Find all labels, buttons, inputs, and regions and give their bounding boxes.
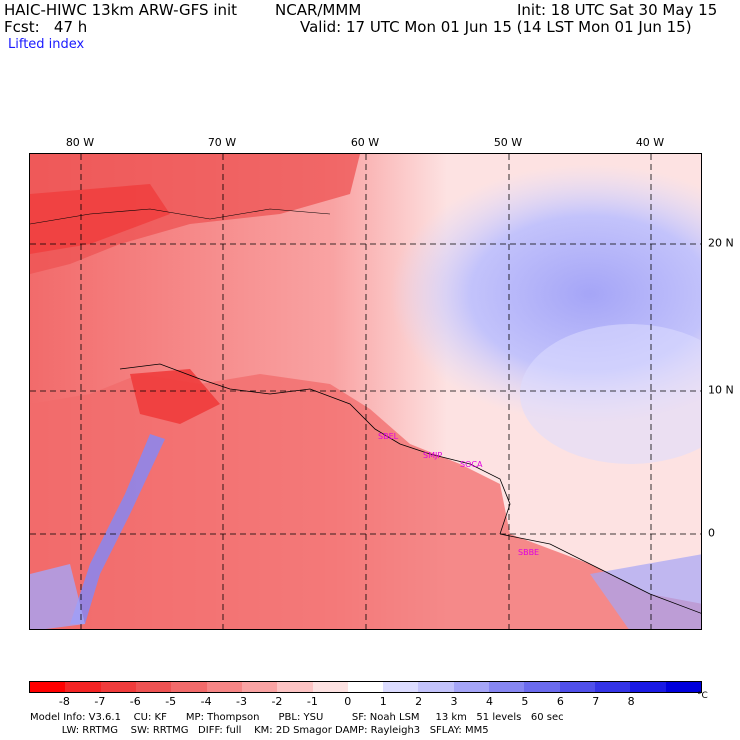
lat-label-20n: 20 N <box>708 236 734 250</box>
colorbar-tick-label: 3 <box>450 695 458 708</box>
colorbar-segment <box>383 682 419 692</box>
model-title: HAIC-HIWC 13km ARW-GFS init <box>4 1 238 19</box>
init-time: Init: 18 UTC Sat 30 May 15 <box>517 1 718 19</box>
lat-lon-grid <box>30 154 701 629</box>
colorbar-segment <box>665 682 701 692</box>
colorbar-segment <box>312 682 348 692</box>
colorbar-segment <box>418 682 454 692</box>
colorbar-tick-label: 8 <box>627 695 635 708</box>
colorbar-segment <box>100 682 136 692</box>
lon-label-40w: 40 W <box>635 136 665 149</box>
colorbar-segment <box>277 682 313 692</box>
colorbar-segment <box>347 682 384 692</box>
colorbar-tick-label: -4 <box>200 695 212 708</box>
colorbar-segment <box>559 682 595 692</box>
colorbar-tick-label: -1 <box>306 695 318 708</box>
lifted-index-map <box>30 154 701 629</box>
model-info-line1: Model Info: V3.6.1 CU: KF MP: Thompson P… <box>30 712 564 723</box>
lon-label-70w: 70 W <box>207 136 237 149</box>
colorbar-tick-label: -2 <box>271 695 283 708</box>
lat-label-10n: 10 N <box>708 383 734 397</box>
station-label: SBBE <box>518 548 540 557</box>
field-name: Lifted index <box>8 37 85 52</box>
south-america-land <box>30 374 701 629</box>
org-label: NCAR/MMM <box>275 1 362 19</box>
andes-stable-streak <box>70 434 165 624</box>
model-info-line2: LW: RRTMG SW: RRTMG DIFF: full KM: 2D Sm… <box>30 725 489 736</box>
colorbar-tick-label: 4 <box>485 695 493 708</box>
colorbar-segment <box>524 682 560 692</box>
colorbar-tick-label: 5 <box>521 695 529 708</box>
colorbar-segment <box>171 682 207 692</box>
colorbar-segment <box>453 682 490 692</box>
map-panel <box>29 153 702 630</box>
colorbar-segment <box>135 682 172 692</box>
colorbar <box>29 681 702 693</box>
colorbar-segment <box>241 682 278 692</box>
lat-label-0: 0 <box>708 526 715 540</box>
forecast-hour: Fcst: 47 h <box>4 18 88 36</box>
colorbar-tick-label: -8 <box>58 695 70 708</box>
colorbar-tick-label: 1 <box>379 695 387 708</box>
colorbar-tick-label: -3 <box>236 695 247 708</box>
lon-label-80w: 80 W <box>65 136 95 149</box>
lon-label-60w: 60 W <box>350 136 380 149</box>
colorbar-unit: °C <box>697 691 708 701</box>
colorbar-segment <box>65 682 101 692</box>
colorbar-segment <box>206 682 242 692</box>
colorbar-tick-label: 2 <box>415 695 423 708</box>
colorbar-tick-label: 6 <box>556 695 564 708</box>
colorbar-segment <box>595 682 631 692</box>
colorbar-tick-label: -5 <box>165 695 177 708</box>
colorbar-tick-label: -6 <box>129 695 141 708</box>
colorbar-segment <box>630 682 666 692</box>
colorbar-tick-label: -7 <box>94 695 106 708</box>
station-label: SMJP <box>423 451 443 460</box>
colorbar-segment <box>489 682 525 692</box>
station-label: SBEL <box>378 432 399 441</box>
colorbar-tick-label: 7 <box>592 695 600 708</box>
lon-label-50w: 50 W <box>493 136 523 149</box>
colorbar-segment <box>30 682 66 692</box>
station-label: SOCA <box>460 460 483 469</box>
colorbar-tick-label: 0 <box>344 695 352 708</box>
valid-time: Valid: 17 UTC Mon 01 Jun 15 (14 LST Mon … <box>300 18 692 36</box>
